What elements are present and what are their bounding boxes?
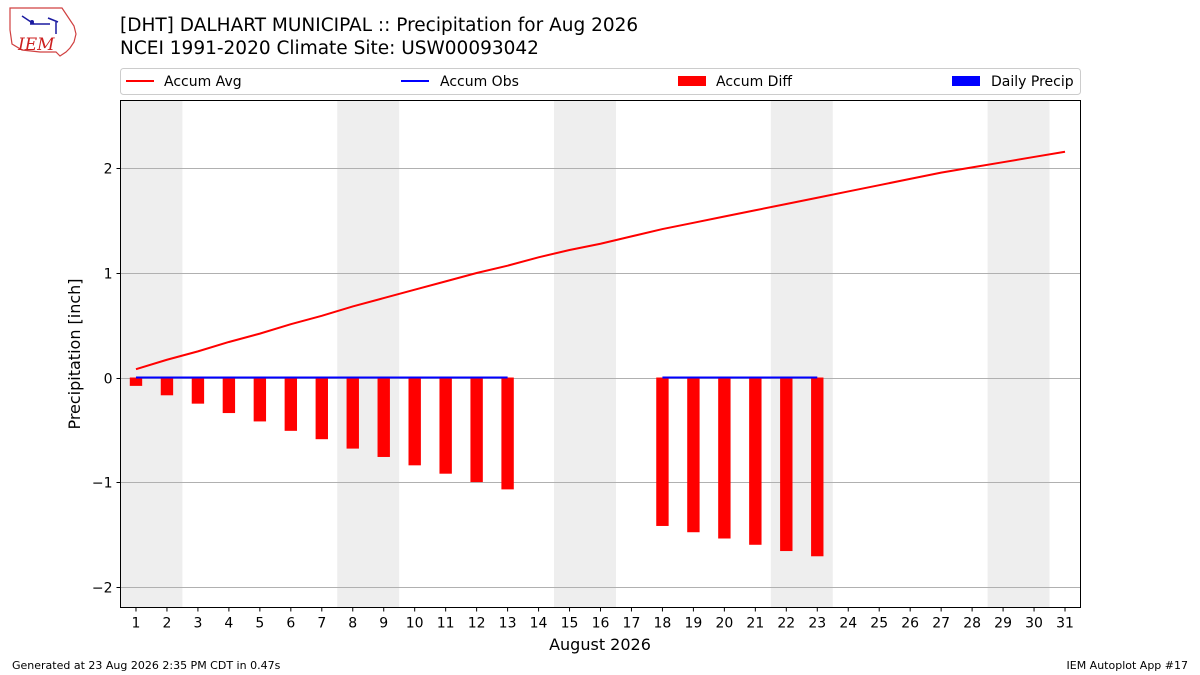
weekend-shading	[120, 100, 1050, 608]
x-tick-label: 6	[286, 616, 295, 632]
legend-item-daily-precip: Daily Precip	[952, 74, 1074, 90]
x-tick-label: 17	[623, 616, 641, 632]
x-tick-label: 12	[468, 616, 486, 632]
iem-logo-text: IEM	[17, 35, 55, 55]
y-tick-label: −2	[92, 581, 113, 597]
accum-diff-bar-day-23	[811, 377, 824, 557]
x-tick-label: 27	[932, 616, 950, 632]
accum-diff-bar-day-6	[284, 377, 298, 431]
y-tick-label: 1	[104, 267, 113, 283]
x-tick-label: 8	[348, 616, 357, 632]
weekend-band-2	[337, 100, 400, 608]
x-tick-label: 11	[437, 616, 455, 632]
legend-swatch-daily-precip	[952, 76, 980, 86]
legend-label-accum-avg: Accum Avg	[164, 74, 242, 90]
x-tick-label: 3	[193, 616, 202, 632]
accum-diff-bar-day-11	[439, 377, 452, 474]
accum-diff-bar-day-10	[408, 377, 421, 466]
x-tick-label: 4	[224, 616, 233, 632]
footer-generated: Generated at 23 Aug 2026 2:35 PM CDT in …	[12, 659, 281, 672]
x-tick-label: 2	[162, 616, 171, 632]
accum-diff-bar-day-13	[501, 377, 514, 490]
legend-swatch-accum-diff	[678, 76, 706, 86]
series-lines	[135, 150, 1066, 379]
x-tick-label: 15	[561, 616, 579, 632]
accum-diff-bar-day-3	[191, 377, 205, 404]
iem-logo: IEM	[9, 7, 77, 57]
y-axis-label: Precipitation [inch]	[65, 278, 84, 429]
footer-app: IEM Autoplot App #17	[1067, 659, 1189, 672]
x-tick-label: 20	[715, 616, 733, 632]
x-tick-label: 25	[870, 616, 888, 632]
accum-diff-bar-day-12	[470, 377, 483, 483]
accum-diff-bar-day-5	[253, 377, 267, 422]
x-axis: 1 2 3 4 5 6 7 8 9 10 11 12 13 14 15 16 17 18 19 20 21 22 23 24 2…	[132, 607, 1074, 632]
legend-item-accum-obs: Accum Obs	[401, 74, 519, 90]
accum-diff-bar-day-4	[222, 377, 236, 414]
x-tick-label: 5	[255, 616, 264, 632]
legend-label-accum-diff: Accum Diff	[716, 74, 792, 90]
accum-diff-bar-day-18	[656, 377, 669, 526]
y-tick-label: −1	[92, 476, 113, 492]
x-tick-label: 26	[901, 616, 919, 632]
x-tick-label: 9	[379, 616, 388, 632]
x-tick-label: 22	[777, 616, 795, 632]
x-tick-label: 14	[530, 616, 548, 632]
legend: Accum Avg Accum Obs Accum Diff Daily Pre…	[120, 68, 1081, 95]
accum-diff-bar-day-22	[780, 377, 793, 552]
x-tick-label: 23	[808, 616, 826, 632]
weekend-band-1	[120, 100, 183, 608]
accum-diff-bar-day-9	[377, 377, 390, 457]
accum-diff-bar-day-19	[687, 377, 700, 533]
x-tick-label: 19	[684, 616, 702, 632]
weekend-band-3	[554, 100, 616, 608]
accum-diff-bar-day-2	[160, 377, 174, 396]
legend-label-daily-precip: Daily Precip	[991, 74, 1074, 90]
y-tick-label: 2	[104, 162, 113, 178]
x-tick-label: 30	[1025, 616, 1043, 632]
y-tick-label: 0	[104, 372, 113, 388]
x-tick-label: 31	[1056, 616, 1074, 632]
accum-diff-bars	[129, 377, 824, 557]
accum-diff-bar-day-8	[346, 377, 359, 449]
gridlines	[120, 168, 1081, 588]
legend-item-accum-diff: Accum Diff	[678, 74, 792, 90]
accum-avg-line	[135, 150, 1066, 371]
accum-diff-bar-day-20	[718, 377, 731, 539]
x-tick-label: 18	[654, 616, 672, 632]
x-axis-label: August 2026	[549, 635, 651, 654]
chart-subtitle: NCEI 1991-2020 Climate Site: USW00093042	[120, 38, 539, 59]
weekend-band-5	[987, 100, 1050, 608]
x-tick-label: 7	[317, 616, 326, 632]
x-tick-label: 16	[592, 616, 610, 632]
legend-frame	[120, 68, 1081, 95]
accum-diff-bar-day-21	[749, 377, 762, 545]
accum-diff-bar-day-1	[129, 377, 143, 386]
x-tick-label: 10	[406, 616, 424, 632]
x-tick-label: 1	[132, 616, 141, 632]
y-axis: −2 −1 0 1 2	[92, 162, 121, 597]
legend-label-accum-obs: Accum Obs	[440, 74, 519, 90]
accum-diff-bar-day-7	[315, 377, 328, 440]
legend-item-accum-avg: Accum Avg	[126, 74, 242, 90]
x-tick-label: 21	[746, 616, 764, 632]
x-tick-label: 29	[994, 616, 1012, 632]
x-tick-label: 13	[499, 616, 517, 632]
x-tick-label: 28	[963, 616, 981, 632]
chart-title: [DHT] DALHART MUNICIPAL :: Precipitation…	[120, 15, 638, 36]
x-tick-label: 24	[839, 616, 857, 632]
